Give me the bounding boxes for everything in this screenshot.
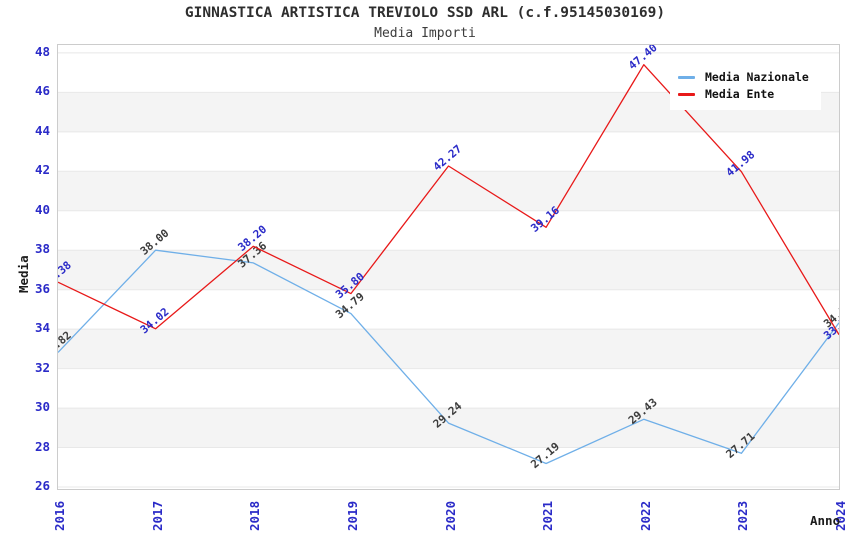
y-tick-label: 42 [34, 162, 50, 178]
x-tick-label: 2018 [247, 500, 263, 531]
series-line-0 [58, 249, 839, 465]
legend-item-media-ente: Media Ente [678, 87, 809, 101]
data-label: 42.27 [431, 142, 465, 173]
legend-label: Media Ente [705, 87, 775, 101]
y-tick-label: 26 [34, 478, 50, 494]
legend-item-media-nazionale: Media Nazionale [678, 70, 809, 84]
y-tick-label: 44 [34, 122, 50, 138]
y-tick-label: 32 [34, 359, 50, 375]
grid-band [58, 408, 839, 448]
x-tick-label: 2022 [637, 500, 653, 531]
x-tick-label: 2020 [442, 500, 458, 531]
legend: Media Nazionale Media Ente [670, 61, 821, 110]
legend-swatch-red-line-icon [678, 92, 695, 96]
plot-area: 32.82 38.00 37.36 34.79 29.24 27.19 29.43 27.71… [57, 44, 840, 490]
y-tick-label: 34 [34, 320, 50, 336]
chart-title: GINNASTICA ARTISTICA TREVIOLO SSD ARL (c… [184, 5, 666, 21]
data-label: 47.40 [626, 45, 660, 72]
x-tick-label: 2021 [540, 500, 556, 531]
grid-band [58, 250, 839, 290]
x-tick-label: 2017 [149, 500, 165, 531]
x-axis-title: Anno [810, 513, 841, 528]
y-tick-label: 28 [34, 438, 50, 454]
y-tick-label: 38 [34, 241, 50, 257]
series-line-1 [58, 64, 839, 336]
legend-label: Media Nazionale [705, 70, 809, 84]
y-tick-label: 40 [34, 201, 50, 217]
x-tick-label: 2023 [735, 500, 751, 531]
y-tick-label: 30 [34, 399, 50, 415]
grid-band [58, 329, 839, 369]
y-tick-label: 36 [34, 280, 50, 296]
y-tick-label: 48 [34, 43, 50, 59]
x-tick-label: 2019 [344, 500, 360, 531]
y-tick-label: 46 [34, 83, 50, 99]
chart-subtitle: Media Importi [374, 26, 476, 41]
grid-band [58, 171, 839, 211]
x-tick-label: 2016 [52, 500, 67, 531]
legend-swatch-blue-line-icon [678, 75, 695, 79]
